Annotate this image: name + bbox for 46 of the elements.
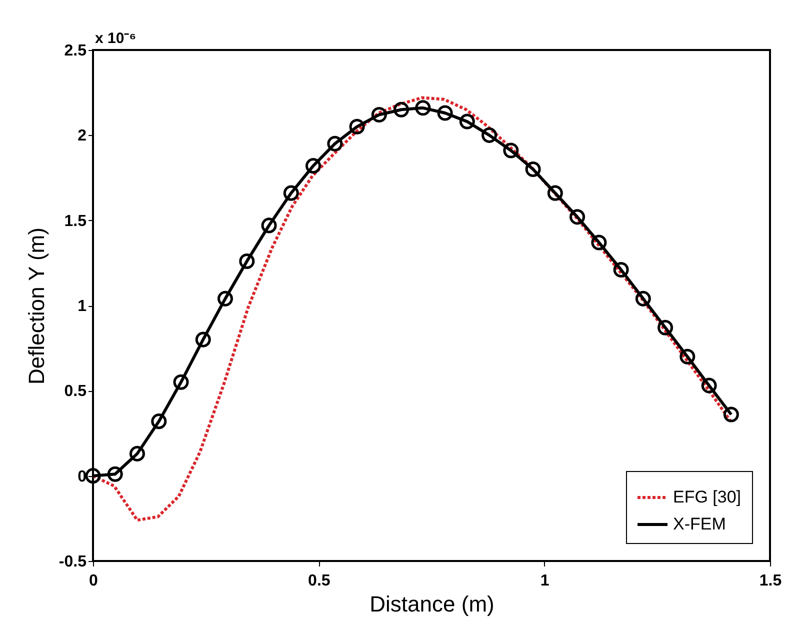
y-tick-label: 2.5 bbox=[64, 42, 87, 60]
x-tick-label: 0 bbox=[89, 572, 98, 590]
point bbox=[701, 378, 717, 394]
point bbox=[173, 374, 189, 390]
point bbox=[613, 262, 629, 278]
point bbox=[393, 102, 410, 118]
point bbox=[283, 185, 299, 201]
legend-label: EFG [30] bbox=[673, 488, 742, 506]
point bbox=[525, 161, 541, 177]
point bbox=[437, 105, 453, 121]
point bbox=[129, 446, 145, 462]
point bbox=[591, 234, 607, 250]
point bbox=[349, 118, 365, 134]
point bbox=[459, 114, 475, 130]
y-tick-label: 2 bbox=[78, 128, 87, 145]
point bbox=[635, 290, 651, 306]
y-tick-label: 0.5 bbox=[64, 383, 87, 400]
point bbox=[85, 468, 101, 484]
point bbox=[415, 100, 431, 116]
x-tick-label: 1.5 bbox=[759, 572, 782, 590]
point bbox=[547, 185, 563, 201]
x-axis-title: Distance (m) bbox=[370, 592, 494, 616]
point bbox=[503, 142, 519, 158]
point bbox=[261, 218, 277, 234]
point bbox=[327, 136, 343, 152]
point bbox=[723, 406, 739, 422]
point bbox=[239, 253, 255, 269]
y-tick-label: 1.5 bbox=[64, 212, 87, 230]
y-tick-label: -0.5 bbox=[58, 554, 87, 570]
legend-label: X-FEM bbox=[673, 514, 726, 534]
point bbox=[658, 320, 674, 336]
point bbox=[151, 414, 167, 430]
text: x 10⁻⁶ bbox=[95, 30, 136, 47]
point bbox=[195, 332, 211, 348]
x-tick-label: 0.5 bbox=[308, 572, 330, 590]
y-axis-title: Deflection Y (m) bbox=[24, 228, 49, 384]
point bbox=[217, 290, 234, 306]
y-tick-label: 1 bbox=[78, 298, 87, 315]
point bbox=[570, 209, 586, 225]
y-tick-label: 0 bbox=[78, 468, 87, 486]
point bbox=[680, 348, 696, 364]
x-tick-label: 1 bbox=[540, 572, 550, 590]
point bbox=[305, 158, 322, 174]
point bbox=[107, 466, 123, 482]
point bbox=[482, 127, 498, 143]
point bbox=[371, 106, 387, 122]
